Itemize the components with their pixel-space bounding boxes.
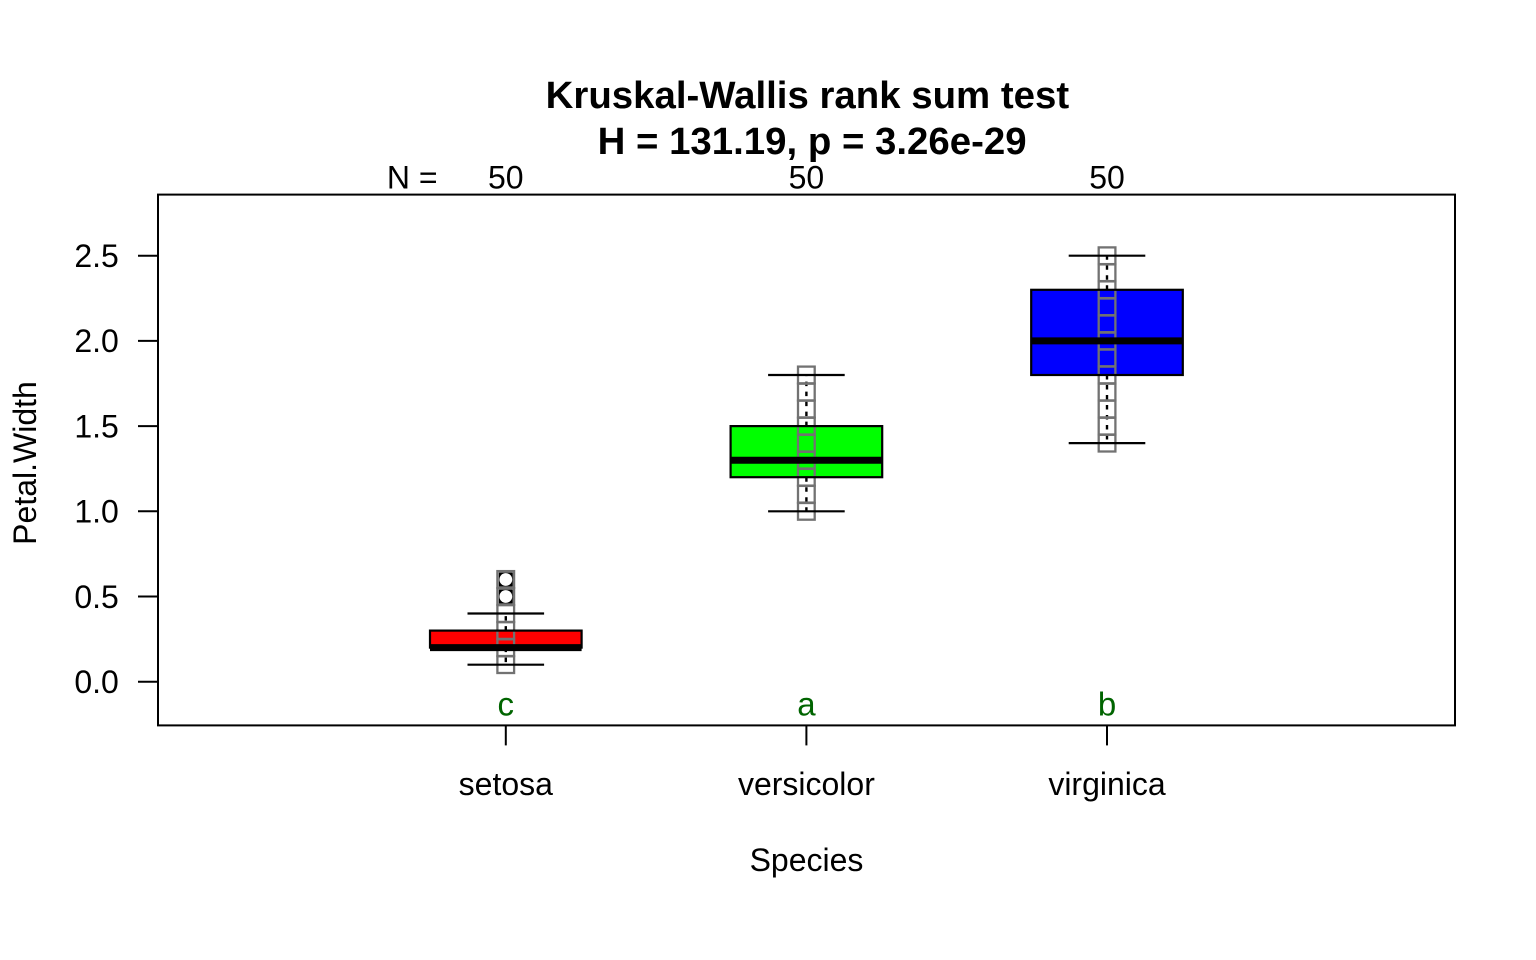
svg-text:H = 131.19, p = 3.26e-29: H = 131.19, p = 3.26e-29 <box>598 120 1027 163</box>
svg-text:virginica: virginica <box>1048 766 1166 802</box>
svg-text:c: c <box>498 686 515 723</box>
svg-text:Petal.Width: Petal.Width <box>7 381 43 545</box>
svg-text:50: 50 <box>1089 159 1125 195</box>
svg-text:2.0: 2.0 <box>74 323 118 359</box>
svg-text:50: 50 <box>488 159 524 195</box>
svg-text:0.0: 0.0 <box>74 664 118 700</box>
svg-text:1.0: 1.0 <box>74 494 118 530</box>
svg-text:1.5: 1.5 <box>74 408 118 444</box>
svg-text:Kruskal-Wallis rank sum test: Kruskal-Wallis rank sum test <box>546 74 1070 117</box>
svg-text:a: a <box>797 686 816 723</box>
svg-text:2.5: 2.5 <box>74 238 118 274</box>
svg-text:setosa: setosa <box>459 766 553 802</box>
svg-text:N =: N = <box>387 159 438 195</box>
svg-text:0.5: 0.5 <box>74 579 118 615</box>
svg-text:Species: Species <box>750 842 864 878</box>
svg-text:b: b <box>1098 686 1116 723</box>
svg-text:versicolor: versicolor <box>738 766 875 802</box>
svg-text:50: 50 <box>789 159 825 195</box>
